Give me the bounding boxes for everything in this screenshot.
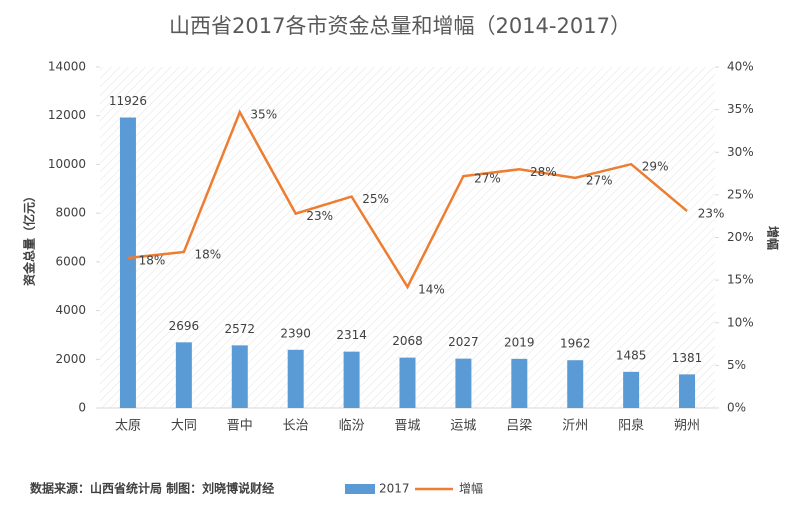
bar <box>623 371 640 408</box>
line-value-label: 18% <box>139 253 166 267</box>
bar-value-label: 2019 <box>504 335 535 349</box>
bar-value-label: 2027 <box>448 335 479 349</box>
x-tick-label: 阳泉 <box>618 418 644 434</box>
y-tick-label: 8000 <box>55 206 86 220</box>
x-tick-label: 太原 <box>115 419 141 434</box>
bar <box>511 358 528 408</box>
bar-value-label: 2068 <box>392 334 423 348</box>
x-tick-label: 沂州 <box>562 419 588 434</box>
legend-swatch <box>345 484 375 494</box>
chart-title: 山西省2017各市资金总量和增幅（2014-2017） <box>169 14 631 38</box>
legend-label: 2017 <box>379 482 410 496</box>
y-tick-label: 6000 <box>55 254 86 268</box>
y-axis-title: 资金总量（亿元） <box>22 190 37 286</box>
y-tick-label: 0 <box>78 401 86 415</box>
bar <box>231 345 248 408</box>
line-value-label: 23% <box>306 209 333 223</box>
bar-value-label: 11926 <box>109 94 147 108</box>
y2-tick-label: 20% <box>727 230 754 244</box>
legend-label: 增幅 <box>459 481 483 496</box>
line-value-label: 28% <box>530 165 557 179</box>
line-value-label: 14% <box>418 282 445 296</box>
line-value-label: 27% <box>586 173 613 187</box>
bar <box>287 349 304 408</box>
bar-value-label: 1381 <box>672 351 703 365</box>
x-tick-label: 晋中 <box>227 419 253 434</box>
x-tick-label: 晋城 <box>394 419 420 434</box>
y2-tick-label: 5% <box>727 358 746 372</box>
bar <box>119 117 136 408</box>
bar <box>567 360 584 408</box>
line-value-label: 27% <box>474 172 501 186</box>
plot-area <box>100 67 715 408</box>
x-tick-label: 运城 <box>450 419 476 434</box>
line-value-label: 25% <box>362 192 389 206</box>
y-tick-label: 10000 <box>48 157 86 171</box>
y2-tick-label: 30% <box>727 145 754 159</box>
line <box>127 109 688 290</box>
y-tick-label: 12000 <box>48 108 86 122</box>
y-tick-label: 4000 <box>55 303 86 317</box>
y2-tick-label: 0% <box>727 401 746 415</box>
line-value-label: 18% <box>195 247 222 261</box>
x-tick-label: 朔州 <box>674 419 700 434</box>
bar-value-label: 1485 <box>616 348 647 362</box>
line-value-label: 29% <box>642 160 669 174</box>
y2-axis-title: 增幅 <box>766 226 781 250</box>
y2-tick-label: 15% <box>727 273 754 287</box>
y-tick-label: 2000 <box>55 352 86 366</box>
bar <box>455 358 472 408</box>
y2-tick-label: 35% <box>727 102 754 116</box>
bar <box>343 351 360 408</box>
y2-tick-label: 10% <box>727 315 754 329</box>
source-note: 数据来源：山西省统计局 制图：刘晓博说财经 <box>30 481 274 496</box>
x-tick-label: 大同 <box>171 419 197 434</box>
x-tick-label: 临汾 <box>339 419 365 434</box>
bar-value-label: 2390 <box>280 326 311 340</box>
bar-value-label: 2572 <box>224 322 255 336</box>
x-tick-label: 吕梁 <box>506 419 532 434</box>
bar-value-label: 2696 <box>169 319 200 333</box>
bar-value-label: 1962 <box>560 337 591 351</box>
line-value-label: 23% <box>698 207 725 221</box>
line-value-label: 35% <box>250 108 277 122</box>
x-tick-label: 长治 <box>283 419 309 434</box>
bar-value-label: 2314 <box>336 328 367 342</box>
bar <box>399 357 416 408</box>
y2-tick-label: 25% <box>727 187 754 201</box>
y-tick-label: 14000 <box>48 60 86 74</box>
bar <box>175 342 192 408</box>
y2-tick-label: 40% <box>727 60 754 74</box>
bar <box>679 374 696 408</box>
